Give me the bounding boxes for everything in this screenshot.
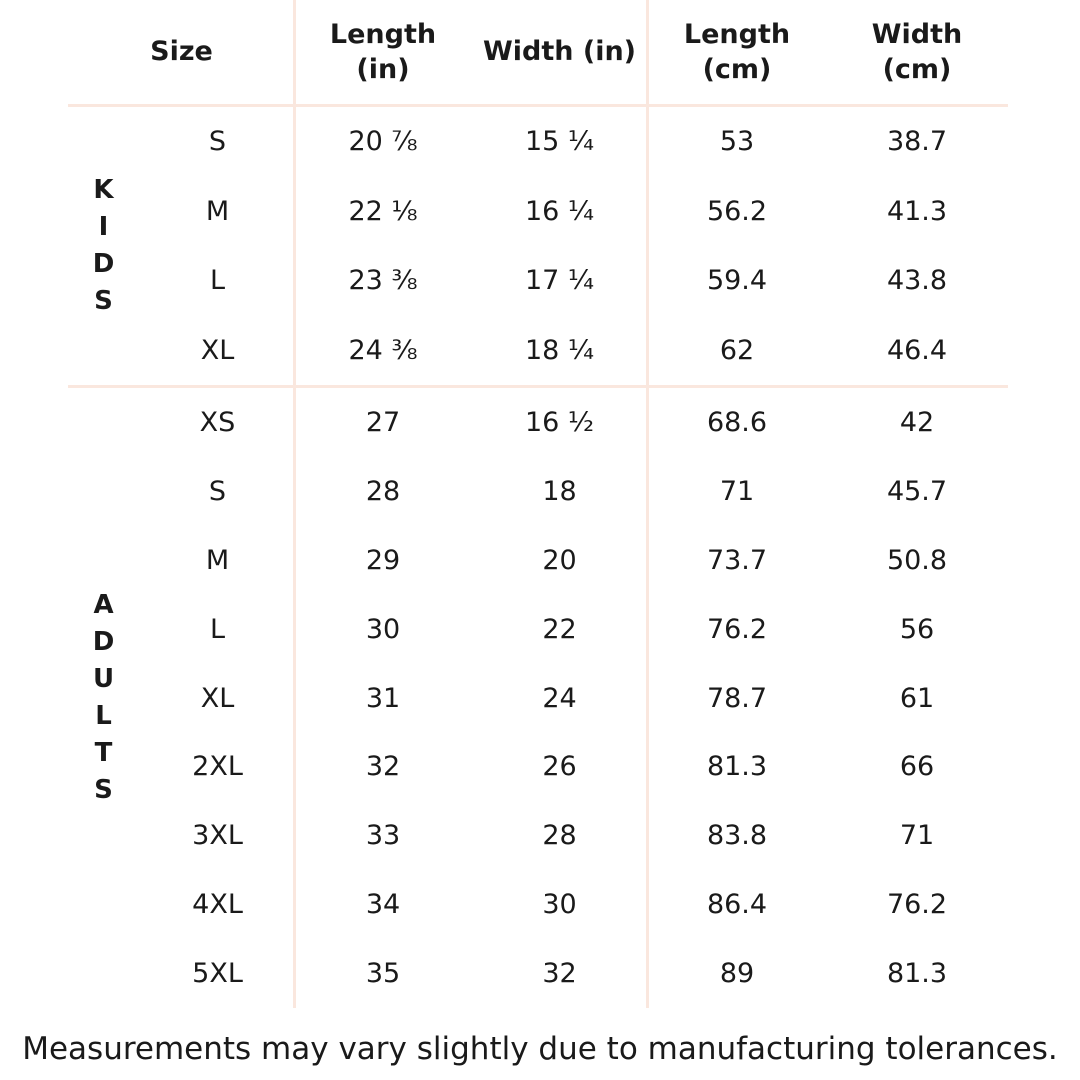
cell-width-in: 28: [542, 820, 577, 852]
cell-size: XL: [200, 682, 235, 714]
cell-size: M: [205, 195, 230, 227]
cell-width-cm: 38.7: [886, 126, 948, 158]
divider-size-inches: [293, 0, 296, 1008]
cell-length-cm: 81.3: [706, 751, 768, 783]
table-row: 5XL 35 32 89 81.3: [68, 939, 1008, 1008]
cell-length-cm: 53: [719, 126, 755, 158]
cell-length-cm: 62: [719, 334, 755, 366]
cell-length-in: 34: [365, 889, 401, 921]
cell-size: 2XL: [192, 751, 243, 783]
cell-length-in: 30: [365, 613, 401, 645]
group-label-kids: K I D S: [92, 175, 116, 316]
cell-width-in: 26: [542, 751, 577, 783]
cell-length-in: 23 ⅜: [348, 265, 418, 297]
table-header-row: Size Length (in) Width (in) Length (cm) …: [68, 0, 1008, 104]
column-header-width-in: Width (in): [482, 36, 637, 68]
divider-inches-cm: [646, 0, 649, 1008]
column-header-length-cm: Length (cm): [683, 18, 791, 85]
cell-size: S: [208, 126, 227, 158]
cell-width-in: 20: [542, 544, 577, 576]
table-row: M 22 ⅛ 16 ¼ 56.2 41.3: [68, 177, 1008, 247]
table-row: S 28 18 71 45.7: [68, 457, 1008, 526]
cell-length-in: 22 ⅛: [348, 195, 418, 227]
column-header-size: Size: [150, 36, 213, 68]
table-row: XS 27 16 ½ 68.6 42: [68, 388, 1008, 457]
cell-width-in: 15 ¼: [524, 126, 595, 158]
cell-size: XS: [199, 406, 236, 438]
column-header-length-in: Length (in): [329, 18, 437, 85]
cell-length-in: 33: [365, 820, 401, 852]
cell-width-cm: 50.8: [886, 544, 948, 576]
cell-length-cm: 86.4: [706, 889, 768, 921]
cell-width-in: 32: [542, 958, 577, 990]
cell-length-cm: 76.2: [706, 613, 768, 645]
cell-length-in: 24 ⅜: [348, 334, 418, 366]
table-row: XL 31 24 78.7 61: [68, 664, 1008, 733]
cell-size: L: [209, 265, 226, 297]
cell-length-in: 27: [365, 406, 401, 438]
cell-size: 5XL: [192, 958, 243, 990]
section-adults: A D U L T S XS 27 16 ½ 68.6 42 S 28 18 7…: [68, 385, 1008, 1008]
cell-size: 3XL: [192, 820, 243, 852]
table-row: 2XL 32 26 81.3 66: [68, 732, 1008, 801]
cell-width-cm: 76.2: [886, 889, 948, 921]
cell-length-in: 20 ⅞: [348, 126, 418, 158]
footer-note: Measurements may vary slightly due to ma…: [22, 1030, 1058, 1067]
table-row: S 20 ⅞ 15 ¼ 53 38.7: [68, 107, 1008, 177]
column-header-width-cm: Width (cm): [871, 18, 963, 85]
cell-size: XL: [200, 334, 235, 366]
cell-size: 4XL: [192, 889, 243, 921]
table-row: L 23 ⅜ 17 ¼ 59.4 43.8: [68, 246, 1008, 316]
cell-width-in: 16 ¼: [524, 195, 595, 227]
cell-length-cm: 59.4: [706, 265, 768, 297]
cell-width-cm: 71: [899, 820, 935, 852]
cell-width-in: 16 ½: [524, 406, 595, 438]
cell-length-in: 35: [365, 958, 401, 990]
cell-length-in: 29: [365, 544, 401, 576]
cell-size: S: [208, 475, 227, 507]
cell-width-cm: 43.8: [886, 265, 948, 297]
cell-length-cm: 73.7: [706, 544, 768, 576]
cell-width-in: 22: [542, 613, 577, 645]
cell-length-cm: 71: [719, 475, 755, 507]
cell-width-cm: 46.4: [886, 334, 948, 366]
cell-width-in: 17 ¼: [524, 265, 595, 297]
cell-width-cm: 42: [899, 406, 935, 438]
cell-width-in: 24: [542, 682, 577, 714]
cell-length-cm: 89: [719, 958, 755, 990]
size-table: Size Length (in) Width (in) Length (cm) …: [68, 0, 1008, 1008]
cell-length-cm: 78.7: [706, 682, 768, 714]
cell-width-cm: 41.3: [886, 195, 948, 227]
table-row: 3XL 33 28 83.8 71: [68, 801, 1008, 870]
cell-length-in: 28: [365, 475, 401, 507]
cell-length-in: 31: [365, 682, 401, 714]
cell-width-cm: 66: [899, 751, 935, 783]
cell-length-cm: 83.8: [706, 820, 768, 852]
table-row: M 29 20 73.7 50.8: [68, 526, 1008, 595]
section-kids: K I D S S 20 ⅞ 15 ¼ 53 38.7 M 22 ⅛ 16 ¼ …: [68, 104, 1008, 385]
cell-size: L: [209, 613, 226, 645]
table-row: XL 24 ⅜ 18 ¼ 62 46.4: [68, 316, 1008, 386]
cell-size: M: [205, 544, 230, 576]
cell-width-cm: 56: [899, 613, 935, 645]
table-row: 4XL 34 30 86.4 76.2: [68, 870, 1008, 939]
cell-length-cm: 56.2: [706, 195, 768, 227]
group-label-adults: A D U L T S: [92, 590, 116, 805]
cell-width-in: 18: [542, 475, 577, 507]
cell-width-cm: 45.7: [886, 475, 948, 507]
table-row: L 30 22 76.2 56: [68, 595, 1008, 664]
cell-length-in: 32: [365, 751, 401, 783]
cell-width-in: 18 ¼: [524, 334, 595, 366]
cell-length-cm: 68.6: [706, 406, 768, 438]
cell-width-cm: 61: [899, 682, 935, 714]
cell-width-cm: 81.3: [886, 958, 948, 990]
cell-width-in: 30: [542, 889, 577, 921]
